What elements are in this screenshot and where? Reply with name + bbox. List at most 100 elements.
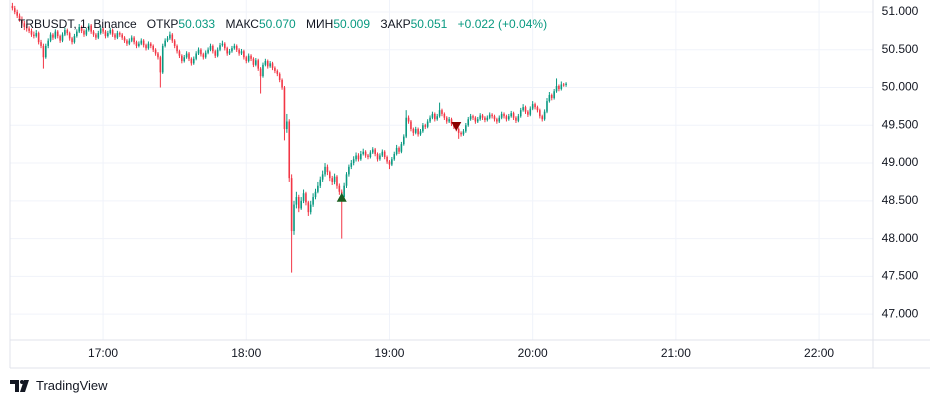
candle-body <box>531 104 534 109</box>
candle-body <box>352 159 355 164</box>
candle-body <box>515 117 517 121</box>
x-tick-label: 20:00 <box>518 346 548 360</box>
candle-body <box>90 25 92 32</box>
candle-body <box>192 58 195 64</box>
candle-body <box>126 40 128 44</box>
candle-body <box>484 117 486 120</box>
legend-value: 50.051 <box>410 17 448 31</box>
candle-body <box>326 166 329 173</box>
legend-value: 50.033 <box>178 17 216 31</box>
candle-body <box>305 193 307 203</box>
candle-body <box>414 129 417 133</box>
candle-body <box>331 178 333 182</box>
candle-body <box>161 45 164 73</box>
candle-body <box>66 30 69 34</box>
candle-body <box>550 95 553 99</box>
candle-body <box>467 119 470 126</box>
candle-body <box>283 87 286 130</box>
candle-body <box>562 84 565 86</box>
candle-body <box>300 200 302 209</box>
signal-marker <box>336 192 347 202</box>
candle-body <box>71 38 73 43</box>
candle-body <box>350 163 353 167</box>
candle-body <box>219 45 221 50</box>
candle-body <box>383 151 386 158</box>
candle-body <box>362 151 365 154</box>
candle-body <box>336 176 338 186</box>
candle-body <box>553 91 555 99</box>
candle-body <box>476 119 479 122</box>
candle-body <box>107 33 109 37</box>
candle-body <box>250 55 252 59</box>
candle-body <box>496 119 498 122</box>
candle-body <box>138 43 140 46</box>
legend-value: 50.070 <box>258 17 296 31</box>
candle-body <box>317 185 319 192</box>
candle-body <box>109 30 112 34</box>
candle-body <box>343 185 345 198</box>
candle-body <box>374 149 376 154</box>
candle-body <box>99 28 102 34</box>
candle-body <box>16 11 18 16</box>
candle-body <box>61 34 64 41</box>
candle-body <box>245 57 248 62</box>
candle-body <box>436 116 439 120</box>
candle-body <box>388 161 391 165</box>
y-tick-label: 51.000 <box>882 4 919 18</box>
candle-body <box>207 49 209 53</box>
candle-body <box>386 157 388 162</box>
candle-body <box>443 113 446 118</box>
candle-body <box>18 15 21 20</box>
candle-body <box>393 153 396 160</box>
symbol: TRBUSDT, 1, Binance <box>18 17 137 31</box>
candle-body <box>357 155 360 160</box>
candle-body <box>479 115 481 120</box>
y-tick-label: 48.500 <box>882 193 919 207</box>
candle-body <box>410 121 412 130</box>
candle-body <box>204 52 207 58</box>
candle-body <box>152 45 154 50</box>
candle-body <box>286 121 288 130</box>
candle-body <box>474 117 477 122</box>
candle-body <box>512 113 515 118</box>
candle-body <box>111 30 114 35</box>
candle-body <box>188 53 190 59</box>
brand-name: TradingView <box>36 378 108 393</box>
candle-body <box>290 178 293 232</box>
candle-body <box>293 204 295 232</box>
candle-body <box>231 48 233 52</box>
candle-body <box>422 125 424 132</box>
candle-body <box>510 113 512 117</box>
y-tick-label: 47.500 <box>882 269 919 283</box>
candle-body <box>78 27 81 32</box>
candle-body <box>255 60 257 65</box>
candle-body <box>419 131 422 135</box>
candle-body <box>166 38 169 41</box>
brand[interactable]: TradingView <box>10 378 108 393</box>
candle-body <box>221 43 224 46</box>
candle-body <box>314 191 317 198</box>
candle-body <box>417 129 419 135</box>
candle-body <box>97 33 100 38</box>
candle-body <box>329 172 331 179</box>
candle-body <box>355 155 357 160</box>
candle-body <box>400 144 403 152</box>
candle-body <box>243 51 245 58</box>
candle-body <box>460 132 462 135</box>
candle-body <box>49 34 52 41</box>
candle-body <box>364 151 367 156</box>
candle-body <box>560 84 563 90</box>
candle-body <box>369 152 372 158</box>
candle-body <box>295 197 298 205</box>
candle-body <box>539 110 541 117</box>
candle-body <box>524 107 527 112</box>
candle-body <box>240 51 243 54</box>
candle-body <box>379 155 381 160</box>
candle-body <box>541 116 544 120</box>
candle-body <box>40 42 42 46</box>
candle-body <box>190 58 193 64</box>
legend-label: ОТКР <box>146 17 179 31</box>
candle-body <box>534 104 536 108</box>
